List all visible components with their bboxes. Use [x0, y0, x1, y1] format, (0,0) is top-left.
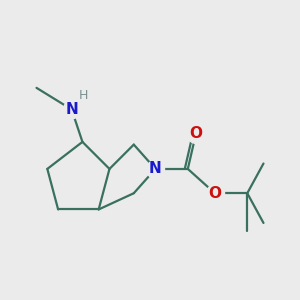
- Text: H: H: [78, 89, 88, 102]
- Text: N: N: [65, 102, 78, 117]
- Text: N: N: [149, 161, 162, 176]
- Text: O: O: [208, 186, 221, 201]
- Text: O: O: [189, 126, 203, 141]
